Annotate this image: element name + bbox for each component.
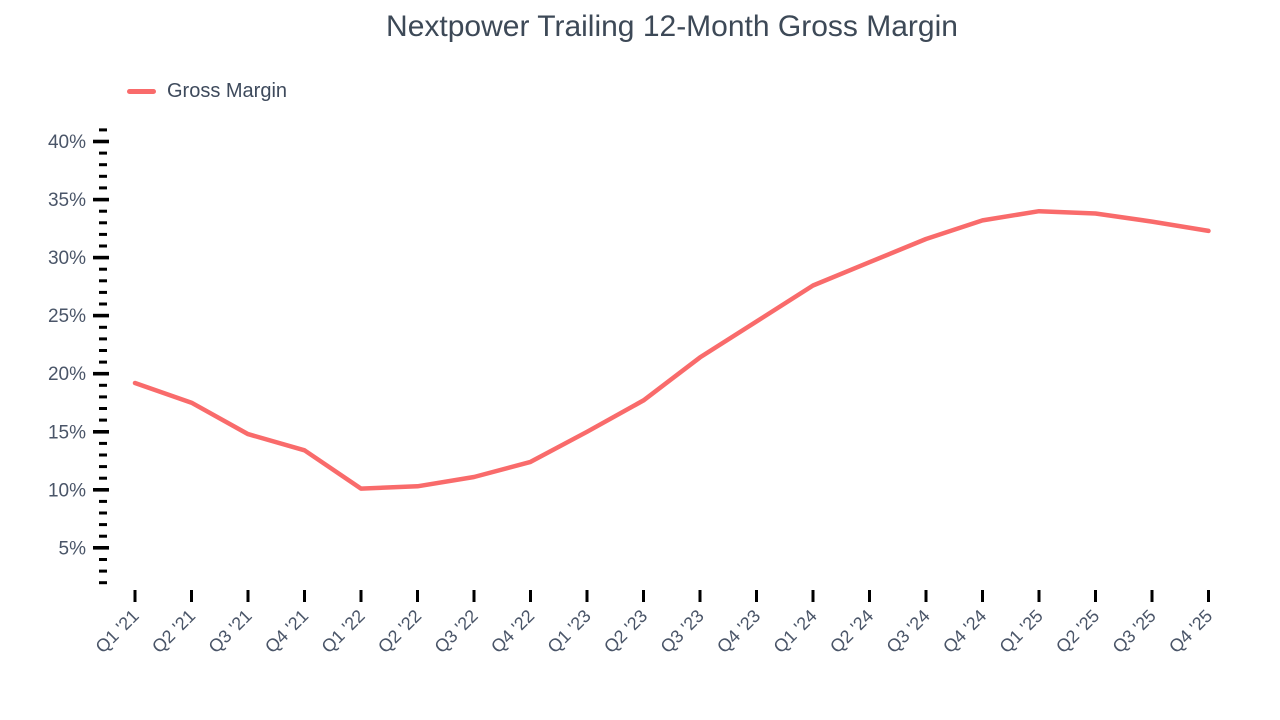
x-axis-tick-label: Q1 '22 (318, 606, 369, 657)
legend-line-swatch (127, 89, 156, 94)
x-axis-tick-label: Q4 '22 (487, 606, 538, 657)
y-axis-tick-label: 20% (48, 364, 86, 385)
x-axis-tick-label: Q3 '23 (657, 606, 708, 657)
x-axis-tick-label: Q1 '23 (544, 606, 595, 657)
x-axis-tick-label: Q4 '25 (1165, 606, 1216, 657)
y-axis-tick-label: 5% (59, 538, 87, 559)
y-axis-tick-label: 30% (48, 248, 86, 269)
x-axis-tick-label: Q4 '24 (939, 606, 990, 657)
x-axis-tick-label: Q4 '23 (713, 606, 764, 657)
y-axis-tick-label: 40% (48, 132, 86, 153)
x-axis-tick-label: Q2 '25 (1052, 606, 1103, 657)
x-axis-tick-label: Q1 '21 (92, 606, 143, 657)
y-axis-tick-label: 10% (48, 480, 86, 501)
x-axis-tick-label: Q2 '22 (374, 606, 425, 657)
x-axis-tick-label: Q1 '25 (996, 606, 1047, 657)
legend: Gross Margin (127, 80, 287, 103)
x-axis-tick-label: Q2 '21 (148, 606, 199, 657)
y-axis-tick-label: 35% (48, 190, 86, 211)
y-axis-tick-label: 25% (48, 306, 86, 327)
gross-margin-line (132, 208, 1211, 491)
chart-title: Nextpower Trailing 12-Month Gross Margin (386, 10, 958, 43)
legend-label: Gross Margin (167, 80, 288, 102)
x-axis-tick-label: Q1 '24 (770, 606, 821, 657)
x-axis-tick-label: Q4 '21 (261, 606, 312, 657)
x-axis-tick-label: Q3 '25 (1109, 606, 1160, 657)
x-axis-tick-label: Q2 '23 (600, 606, 651, 657)
x-axis-tick-label: Q3 '21 (205, 606, 256, 657)
x-axis-tick-label: Q2 '24 (826, 606, 877, 657)
x-axis-tick-label: Q3 '24 (883, 606, 934, 657)
x-axis-tick-label: Q3 '22 (431, 606, 482, 657)
y-axis-tick-label: 15% (48, 422, 86, 443)
